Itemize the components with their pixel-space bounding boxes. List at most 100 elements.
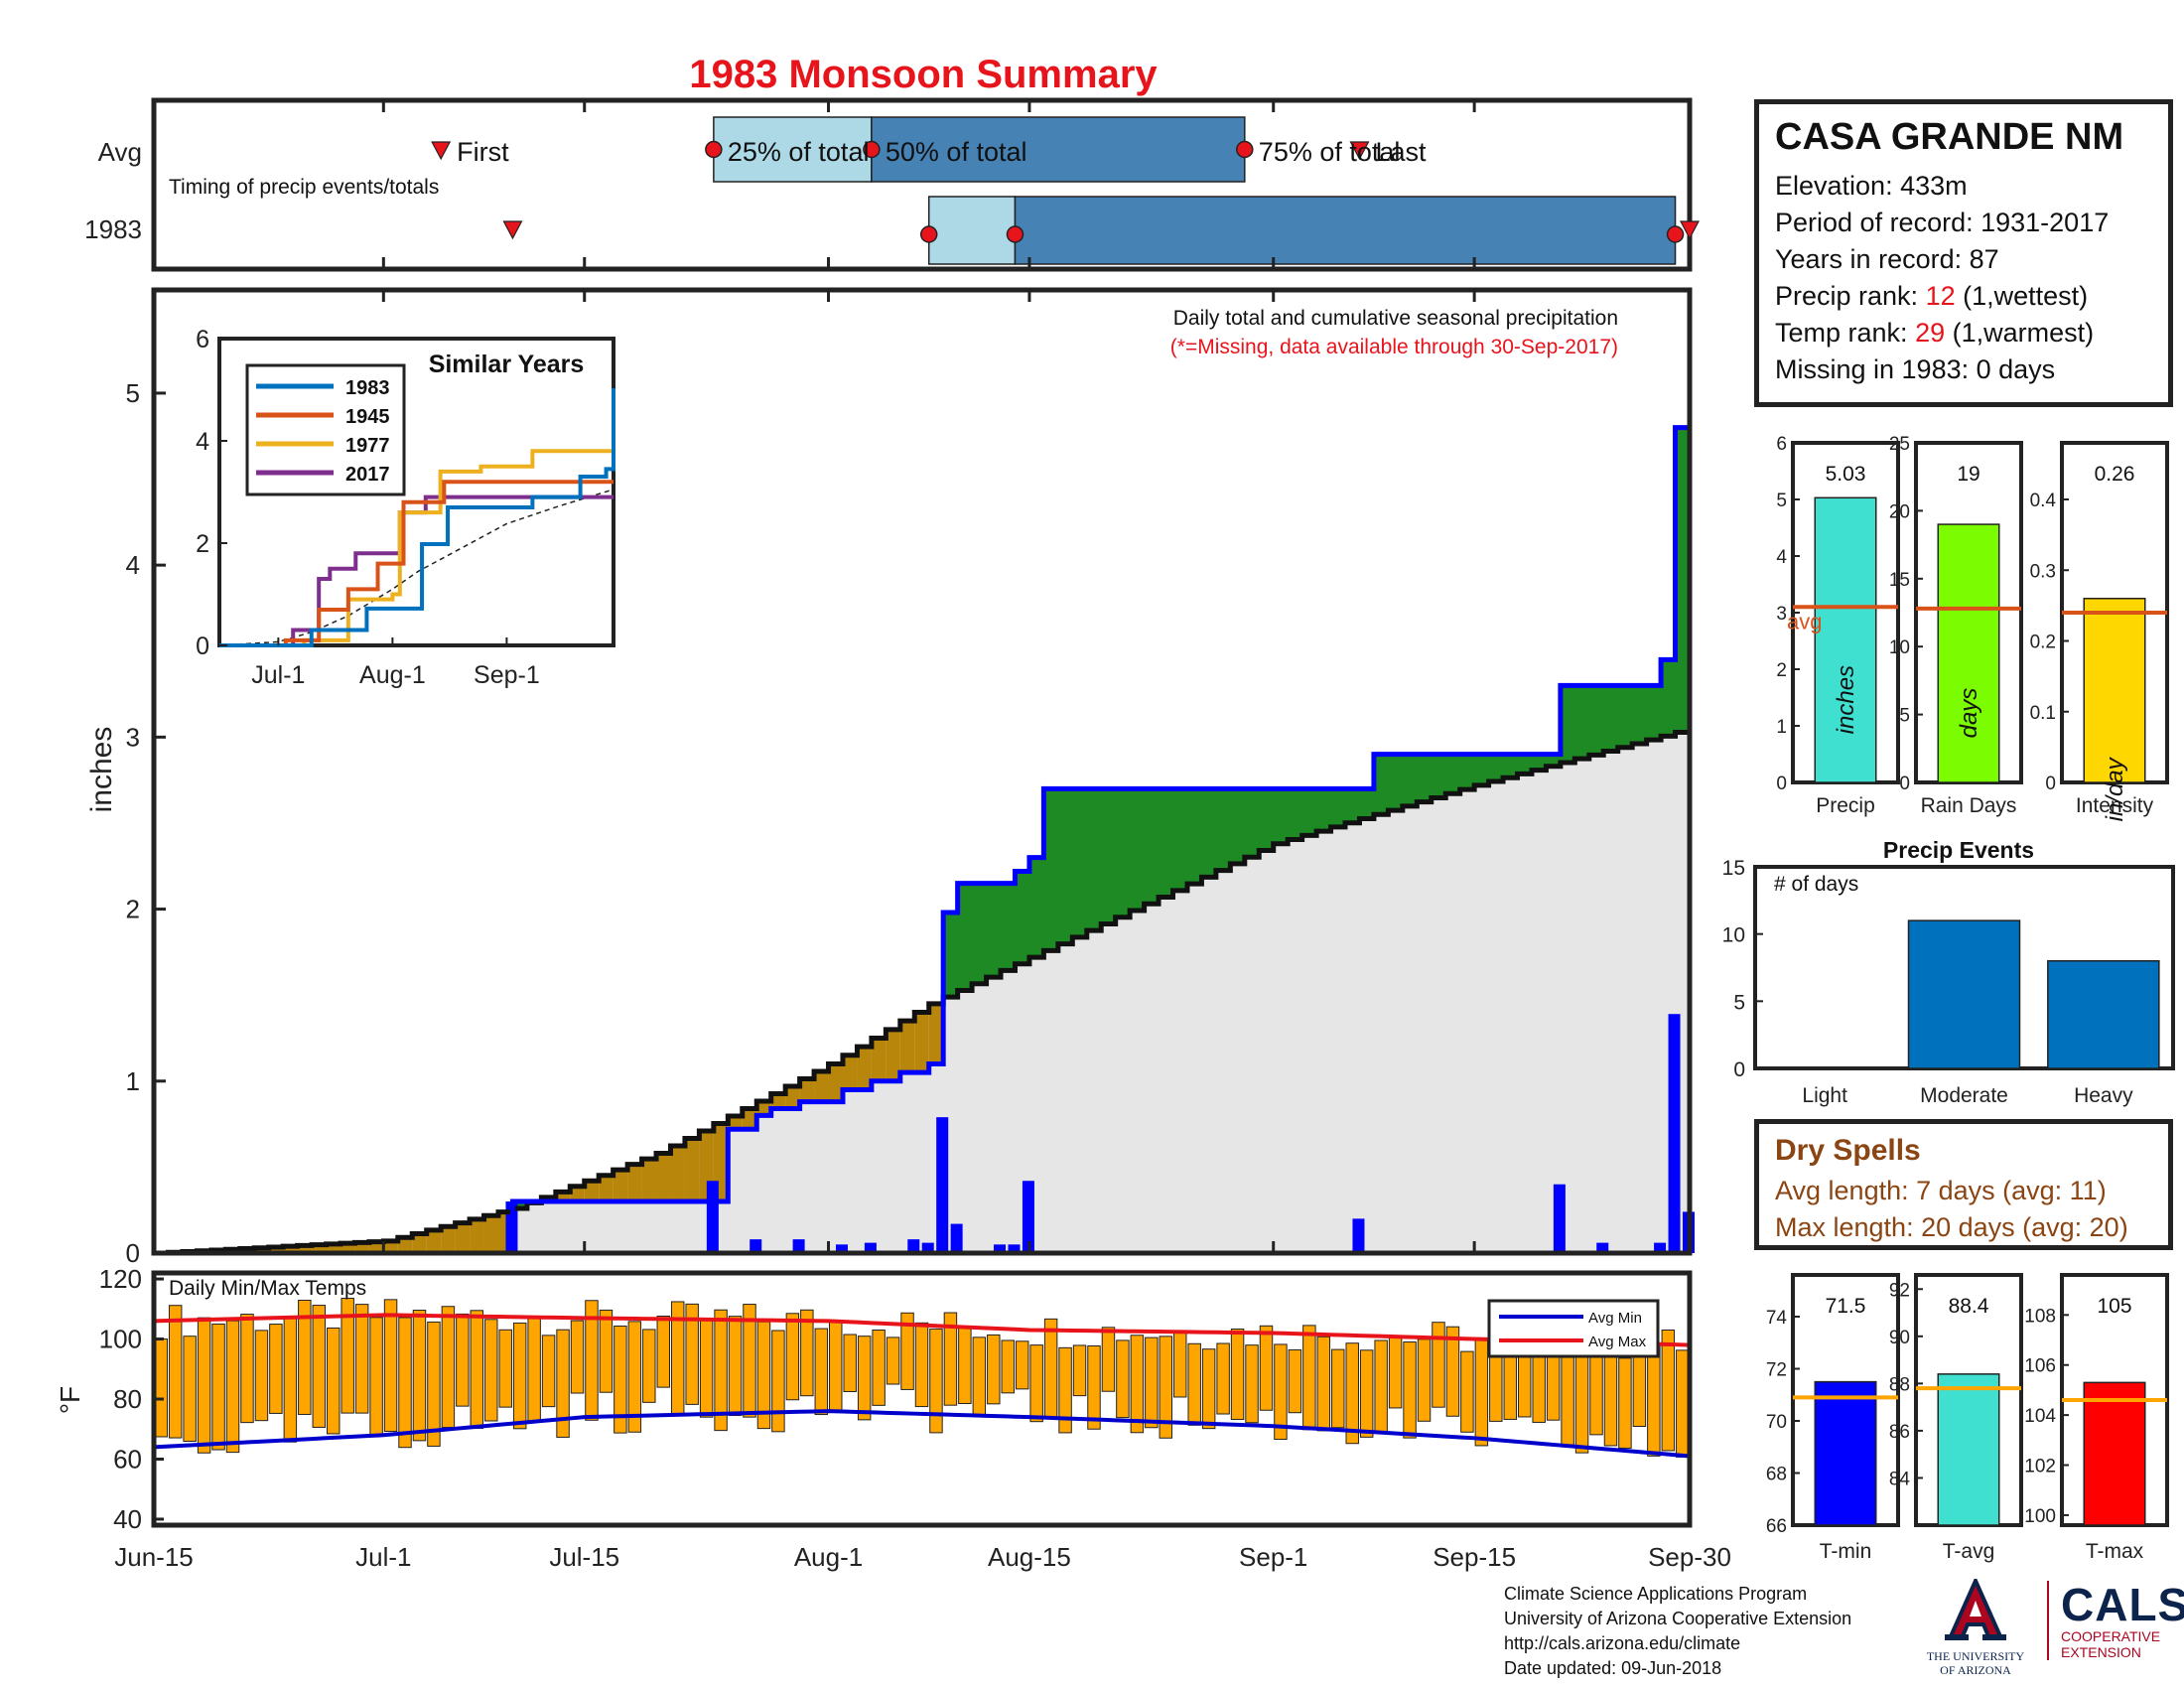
daily-temp-range-bar xyxy=(283,1316,298,1443)
daily-temp-range-bar xyxy=(1417,1338,1432,1422)
small-chart-ytick-label: 74 xyxy=(1766,1308,1788,1329)
daily-precip-bar xyxy=(1668,1014,1681,1253)
avg-cumulative-fill xyxy=(1215,870,1231,1253)
x-axis-date-label: Aug-1 xyxy=(794,1542,863,1572)
temp-label: Daily Min/Max Temps xyxy=(169,1277,366,1300)
below-avg-fill xyxy=(899,1021,915,1073)
avg-cumulative-fill xyxy=(1316,831,1332,1253)
credits-line4: Date updated: 09-Jun-2018 xyxy=(1504,1658,1722,1678)
station-period: Period of record: 1931-2017 xyxy=(1775,208,2110,237)
x-axis-date-label: Jun-15 xyxy=(114,1542,194,1572)
avg-cumulative-fill xyxy=(756,1100,772,1253)
small-chart-ytick-label: 3 xyxy=(1776,604,1787,625)
daily-precip-bar xyxy=(1008,1244,1021,1253)
daily-temp-range-bar xyxy=(183,1336,197,1443)
avg-cumulative-fill xyxy=(1531,770,1548,1253)
temp-legend-max: Avg Max xyxy=(1588,1334,1647,1350)
station-elevation: Elevation: 433m xyxy=(1775,171,1968,201)
daily-precip-bar xyxy=(1352,1218,1365,1253)
daily-temp-range-bar xyxy=(857,1336,872,1421)
avg-percentile-marker xyxy=(1236,140,1254,159)
inset-legend-label: 1983 xyxy=(345,377,390,399)
avg-cumulative-fill xyxy=(814,1070,830,1253)
daily-temp-range-bar xyxy=(714,1309,728,1432)
daily-temp-range-bar xyxy=(498,1329,512,1408)
avg-cumulative-fill xyxy=(541,1196,557,1253)
small-chart-bar xyxy=(2083,1381,2146,1526)
avg-cumulative-fill xyxy=(1201,877,1217,1253)
avg-cumulative-fill xyxy=(1574,759,1590,1253)
daily-temp-range-bar xyxy=(987,1334,1001,1405)
small-chart-value: 19 xyxy=(1957,463,1979,486)
main-ytick-label: 1 xyxy=(126,1066,140,1096)
main-precip-chart: 0 1 2 3 4 5 Jun-15 Jul-1 Jul-15 Aug-1 Aug-15 Sep-1 S… xyxy=(85,100,1731,1572)
small-chart-ytick-label: 66 xyxy=(1766,1516,1787,1537)
daily-precip-bar xyxy=(936,1117,949,1253)
precip-event-bar xyxy=(1907,919,2021,1069)
avg-cumulative-fill xyxy=(886,1029,901,1253)
daily-temp-range-bar xyxy=(369,1317,383,1437)
daily-temp-range-bar xyxy=(656,1315,670,1388)
below-avg-fill xyxy=(584,1181,600,1202)
avg-cumulative-fill xyxy=(799,1078,815,1253)
daily-temp-range-bar xyxy=(1230,1328,1245,1420)
small-chart-unit: days xyxy=(1956,688,1982,739)
x-axis-date-label: Jul-1 xyxy=(355,1542,411,1572)
precip-rank-value: 12 xyxy=(1925,281,1956,311)
daily-temp-range-bar xyxy=(829,1320,843,1413)
daily-temp-range-bar xyxy=(914,1322,929,1408)
daily-temp-range-bar xyxy=(800,1309,814,1397)
daily-temp-range-bar xyxy=(1259,1325,1274,1411)
below-avg-fill xyxy=(312,1244,328,1253)
avg-q1-box xyxy=(713,116,873,183)
avg-cumulative-fill xyxy=(972,983,988,1253)
above-avg-fill xyxy=(1230,788,1246,864)
avg-cumulative-fill xyxy=(842,1055,859,1253)
avg-cumulative-fill xyxy=(1057,943,1073,1253)
avg-cumulative-fill xyxy=(1345,822,1361,1253)
station-years: Years in record: 87 xyxy=(1775,244,1999,274)
daily-temp-range-bar xyxy=(1445,1326,1460,1417)
above-avg-fill xyxy=(1546,754,1562,767)
above-avg-fill xyxy=(1632,685,1648,744)
above-avg-fill xyxy=(1603,685,1619,752)
avg-cumulative-fill xyxy=(1330,826,1346,1253)
small-chart-bar xyxy=(1937,523,2000,783)
main-ytick-label: 3 xyxy=(126,722,140,752)
above-avg-fill xyxy=(1474,754,1490,785)
timing-subtitle: Timing of precip events/totals xyxy=(169,176,439,199)
daily-temp-range-bar xyxy=(1029,1344,1043,1423)
dry-spells-max: Max length: 20 days (avg: 20) xyxy=(1775,1212,2128,1242)
daily-temp-range-bar xyxy=(1001,1339,1015,1394)
daily-temp-range-bar xyxy=(585,1300,599,1421)
daily-temp-range-bar xyxy=(441,1306,456,1429)
avg-cumulative-fill xyxy=(1503,777,1519,1253)
daily-temp-range-bar xyxy=(785,1313,800,1401)
daily-temp-range-bar xyxy=(814,1328,829,1416)
main-ytick-label: 0 xyxy=(126,1238,140,1268)
avg-cumulative-fill xyxy=(1474,784,1490,1253)
daily-temp-range-bar xyxy=(1661,1329,1676,1452)
avg-cumulative-fill xyxy=(770,1093,786,1253)
daily-temp-range-bar xyxy=(556,1329,570,1438)
below-avg-fill xyxy=(799,1078,815,1102)
main-ytick-label: 5 xyxy=(126,378,140,408)
events-ytick-label: 15 xyxy=(1722,857,1745,880)
above-avg-fill xyxy=(1057,788,1073,944)
below-avg-fill xyxy=(326,1243,341,1253)
daily-temp-range-bar xyxy=(1403,1341,1417,1439)
above-avg-fill xyxy=(1001,883,1017,971)
credits-line3[interactable]: http://cals.arizona.edu/climate xyxy=(1504,1633,1741,1653)
temp-ytick-label: 100 xyxy=(99,1325,142,1354)
avg-cumulative-fill xyxy=(1001,970,1017,1253)
daily-temp-range-bar xyxy=(1087,1344,1101,1430)
avg-cumulative-fill xyxy=(1402,805,1418,1253)
small-chart-unit: inches xyxy=(1833,665,1859,734)
small-chart-ytick-label: 70 xyxy=(1766,1412,1787,1433)
above-avg-fill xyxy=(1402,754,1418,806)
daily-temp-range-bar xyxy=(1388,1336,1403,1409)
inset-xtick-label: Aug-1 xyxy=(359,661,426,689)
small-chart-ytick-label: 10 xyxy=(1889,637,1910,658)
daily-temp-range-bar xyxy=(1432,1322,1445,1408)
below-avg-fill xyxy=(627,1164,643,1202)
